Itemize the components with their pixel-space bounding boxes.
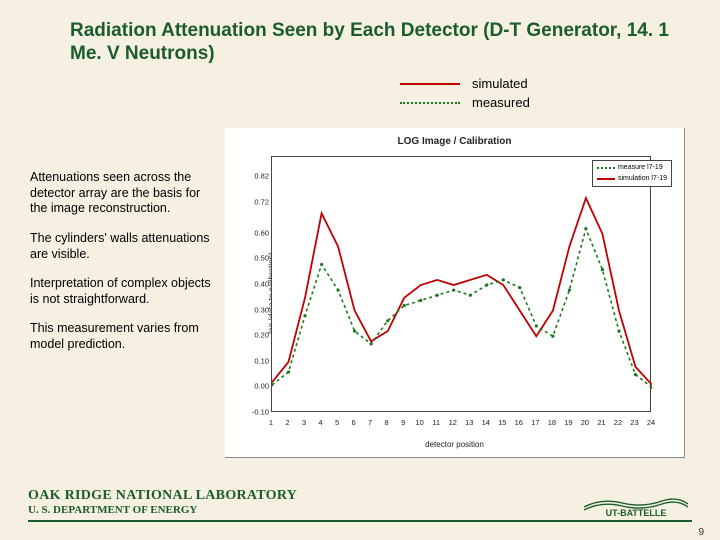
- paragraph-4: This measurement varies from model predi…: [30, 321, 215, 352]
- slide-title: Radiation Attenuation Seen by Each Detec…: [30, 20, 690, 66]
- legend-row-measured: measured: [400, 95, 530, 110]
- chart-svg: [272, 157, 652, 413]
- chart-legend-swatch-meas: [597, 167, 615, 169]
- legend-label-measured: measured: [472, 95, 530, 110]
- body-text: Attenuations seen across the detector ar…: [30, 170, 215, 367]
- svg-text:UT-BATTELLE: UT-BATTELLE: [606, 508, 667, 518]
- chart-legend-row-meas: measure l7-19: [597, 163, 667, 174]
- slide: Radiation Attenuation Seen by Each Detec…: [0, 0, 720, 540]
- chart-legend-label-sim: simulation l7-19: [618, 174, 667, 185]
- chart-legend-row-sim: simulation l7-19: [597, 174, 667, 185]
- legend-line-simulated: [400, 83, 460, 85]
- legend-line-measured: [400, 102, 460, 104]
- chart-plot-area: [271, 156, 651, 412]
- chart-xlabel: detector position: [425, 440, 484, 449]
- legend-row-simulated: simulated: [400, 76, 530, 91]
- legend-label-simulated: simulated: [472, 76, 528, 91]
- chart-title: LOG Image / Calibration: [225, 128, 684, 147]
- paragraph-1: Attenuations seen across the detector ar…: [30, 170, 215, 217]
- ut-battelle-logo: UT-BATTELLE: [582, 492, 690, 518]
- paragraph-2: The cylinders' walls attenuations are vi…: [30, 231, 215, 262]
- chart: LOG Image / Calibration log (data to cal…: [225, 128, 685, 458]
- chart-legend: measure l7-19 simulation l7-19: [592, 160, 672, 187]
- chart-legend-label-meas: measure l7-19: [618, 163, 663, 174]
- page-number: 9: [698, 527, 704, 538]
- paragraph-3: Interpretation of complex objects is not…: [30, 276, 215, 307]
- chart-legend-swatch-sim: [597, 178, 615, 180]
- legend-above-chart: simulated measured: [400, 76, 530, 114]
